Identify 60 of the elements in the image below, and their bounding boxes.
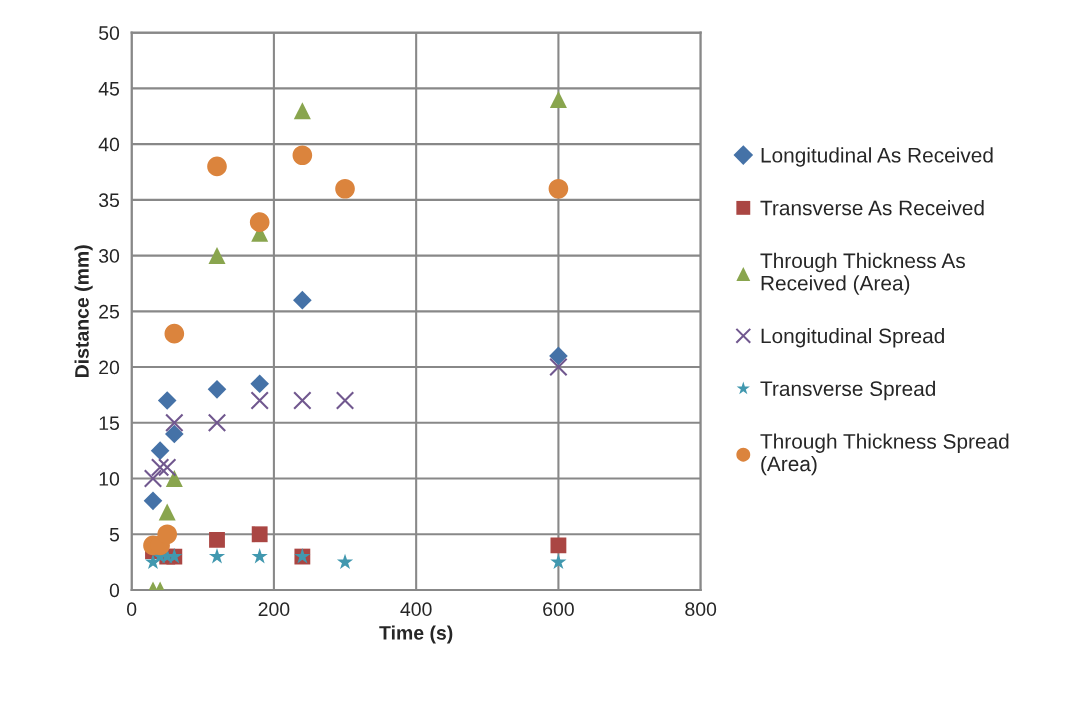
y-tick-label: 50 [98,26,120,40]
x-tick-label: 800 [685,602,717,617]
legend-label: Transverse Spread [760,380,936,401]
point [165,470,183,488]
point [336,553,354,570]
point [548,178,569,199]
y-tick-label: 0 [109,583,120,598]
x-tick-label: 600 [543,602,574,617]
y-tick-label: 40 [98,137,120,152]
point [549,346,568,366]
legend-label: Transverse As Received [760,200,984,216]
point [250,391,269,410]
y-tick-label: 20 [99,360,120,375]
y-tick-label: 30 [98,249,120,263]
y-tick-label: 25 [99,304,120,319]
point [207,413,227,433]
point [251,526,268,543]
point [292,145,313,166]
point [209,531,225,548]
point [549,91,567,109]
x-tick-label: 0 [127,602,137,617]
y-tick-label: 5 [109,527,120,542]
x-tick-label: 200 [258,602,290,617]
legend-label: Longitudinal As Received [761,147,993,167]
point [549,357,568,377]
point [335,178,355,199]
point [249,212,270,232]
point [293,290,312,310]
point [207,156,227,177]
y-tick-label: 10 [99,472,120,486]
point [150,458,170,477]
point [157,524,178,545]
x-tick-label: 400 [400,602,432,617]
point [208,548,226,564]
point [208,247,226,265]
point [157,391,177,410]
y-tick-label: 35 [98,193,120,208]
point [165,413,184,433]
point [250,374,269,394]
legend-label: Through Thickness As Received (Area) [760,252,965,295]
point [550,537,567,554]
point [293,102,311,120]
y-tick-label: 45 [98,82,120,96]
legend-label: Longitudinal Spread [761,328,944,348]
point [165,424,184,444]
point [335,391,355,410]
point [293,391,312,410]
point [550,553,567,570]
point [143,491,163,511]
point [158,503,176,521]
x-axis-title: Time (s) [379,625,453,644]
point [164,323,185,344]
point [207,380,227,399]
y-axis-title: Distance (mm) [74,245,93,378]
point [150,441,170,460]
y-tick-label: 15 [99,416,120,431]
point [157,458,177,477]
point [143,469,163,488]
legend-label: Through Thickness Spread (Area) [760,433,1009,476]
point [251,548,268,564]
